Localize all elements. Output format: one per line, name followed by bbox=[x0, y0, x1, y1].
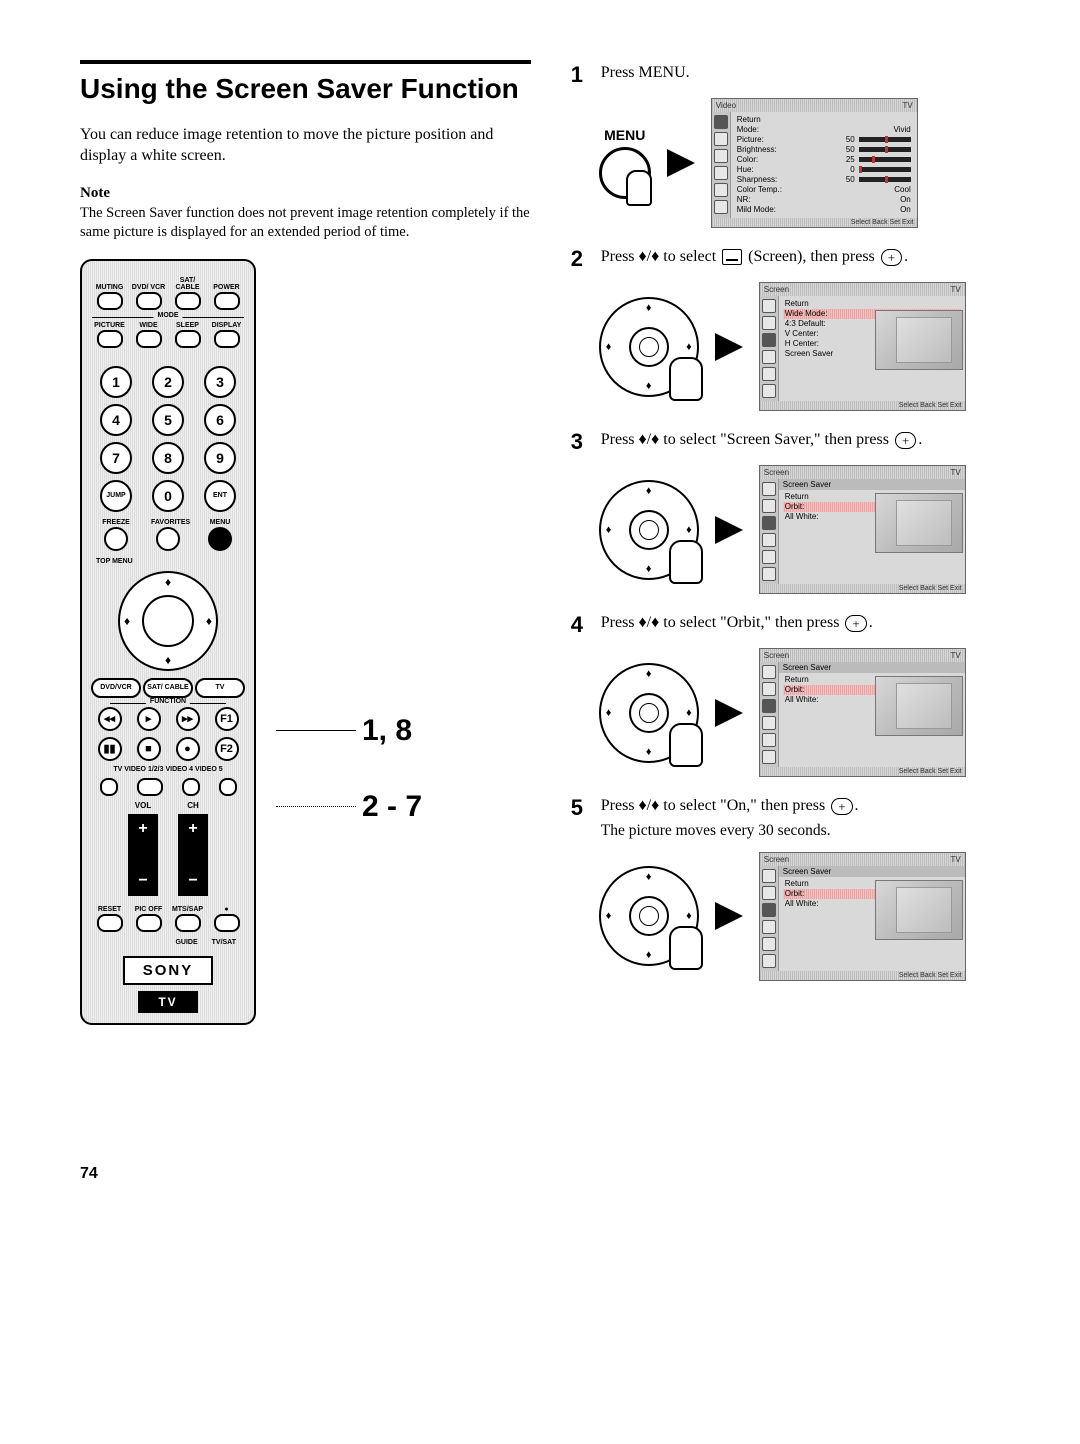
lbl-display: DISPLAY bbox=[210, 322, 244, 329]
lbl-vol: VOL bbox=[122, 801, 164, 810]
page-title: Using the Screen Saver Function bbox=[80, 72, 531, 106]
btn-6: 6 bbox=[204, 404, 236, 436]
lbl-power: POWER bbox=[210, 284, 244, 291]
screen-saver-on: ScreenTV Screen SaverReturnOrbit:OnAll W… bbox=[759, 852, 966, 981]
lbl-video: TV VIDEO 1/2/3 VIDEO 4 VIDEO 5 bbox=[90, 766, 246, 773]
note-heading: Note bbox=[80, 185, 531, 202]
step-num-1: 1 bbox=[571, 62, 591, 88]
tv-label: TV bbox=[138, 991, 197, 1013]
step-num-2: 2 bbox=[571, 246, 591, 272]
step-2-text: Press ♦/♦ to select (Screen), then press… bbox=[601, 246, 1000, 272]
lbl-menu: MENU bbox=[203, 519, 237, 526]
lbl-dvdvcr: DVD/ VCR bbox=[132, 284, 166, 291]
plus-icon: + bbox=[881, 249, 902, 267]
plus-icon: + bbox=[895, 432, 916, 450]
screen-video: VideoTV ReturnMode:VividPicture:50Bright… bbox=[711, 98, 918, 228]
illus-step-1: MENU VideoTV ReturnMode:VividPicture:50B… bbox=[599, 98, 1000, 228]
lbl-sleep: SLEEP bbox=[171, 322, 205, 329]
btn-1: 1 bbox=[100, 366, 132, 398]
btn-func-sat: SAT/ CABLE bbox=[143, 678, 193, 698]
step-3-text: Press ♦/♦ to select "Screen Saver," then… bbox=[601, 429, 1000, 455]
plus-icon: + bbox=[831, 798, 852, 816]
page-number: 74 bbox=[80, 1165, 531, 1183]
lbl-rec: ● bbox=[210, 906, 244, 913]
intro-text: You can reduce image retention to move t… bbox=[80, 124, 531, 167]
lbl-mode: MODE bbox=[154, 312, 183, 319]
btn-jump: JUMP bbox=[100, 480, 132, 512]
btn-func-dvd: DVD/VCR bbox=[91, 678, 141, 698]
lbl-guide: GUIDE bbox=[175, 939, 197, 946]
screen-screen-menu: ScreenTV ReturnWide Mode:Wide Zoom4:3 De… bbox=[759, 282, 966, 411]
btn-3: 3 bbox=[204, 366, 236, 398]
step-5-text: Press ♦/♦ to select "On," then press +. … bbox=[601, 795, 1000, 842]
lbl-picture: PICTURE bbox=[93, 322, 127, 329]
lbl-function: FUNCTION bbox=[146, 698, 190, 705]
lbl-fav: FAVORITES bbox=[151, 519, 185, 526]
callout-a: 1, 8 bbox=[362, 714, 412, 747]
screen-icon bbox=[722, 249, 742, 265]
dpad: ♦♦♦♦ bbox=[118, 571, 218, 671]
illus-step-3: ♦♦♦♦ ScreenTV Screen SaverReturnOrbit:Of… bbox=[599, 465, 1000, 594]
lbl-satcable: SAT/ CABLE bbox=[171, 277, 205, 291]
lbl-tvsat: TV/SAT bbox=[212, 939, 236, 946]
lbl-picoff: PIC OFF bbox=[132, 906, 166, 913]
screen-saver-menu: ScreenTV Screen SaverReturnOrbit:OffAll … bbox=[759, 465, 966, 594]
btn-0: 0 bbox=[152, 480, 184, 512]
menu-label: MENU bbox=[599, 127, 651, 143]
btn-7: 7 bbox=[100, 442, 132, 474]
btn-func-tv: TV bbox=[195, 678, 245, 698]
btn-2: 2 bbox=[152, 366, 184, 398]
illus-step-2: ♦♦♦♦ ScreenTV ReturnWide Mode:Wide Zoom4… bbox=[599, 282, 1000, 411]
callout-b: 2 - 7 bbox=[362, 790, 422, 823]
callouts: 1, 8 2 - 7 bbox=[276, 460, 422, 824]
btn-ent: ENT bbox=[204, 480, 236, 512]
step-num-4: 4 bbox=[571, 612, 591, 638]
lbl-freeze: FREEZE bbox=[99, 519, 133, 526]
btn-5: 5 bbox=[152, 404, 184, 436]
brand-label: SONY bbox=[123, 956, 214, 985]
remote-illustration: MUTING DVD/ VCR SAT/ CABLE POWER MODE PI… bbox=[80, 259, 256, 1025]
lbl-wide: WIDE bbox=[132, 322, 166, 329]
step-num-3: 3 bbox=[571, 429, 591, 455]
screen-saver-orbit: ScreenTV Screen SaverReturnOrbit:OnAll W… bbox=[759, 648, 966, 777]
lbl-ch: CH bbox=[172, 801, 214, 810]
illus-step-5: ♦♦♦♦ ScreenTV Screen SaverReturnOrbit:On… bbox=[599, 852, 1000, 981]
lbl-muting: MUTING bbox=[93, 284, 127, 291]
illus-step-4: ♦♦♦♦ ScreenTV Screen SaverReturnOrbit:On… bbox=[599, 648, 1000, 777]
btn-4: 4 bbox=[100, 404, 132, 436]
step-4-text: Press ♦/♦ to select "Orbit," then press … bbox=[601, 612, 1000, 638]
step-num-5: 5 bbox=[571, 795, 591, 842]
step-1-text: Press MENU. bbox=[601, 62, 1000, 88]
lbl-reset: RESET bbox=[93, 906, 127, 913]
note-body: The Screen Saver function does not preve… bbox=[80, 204, 531, 242]
btn-9: 9 bbox=[204, 442, 236, 474]
lbl-mts: MTS/SAP bbox=[171, 906, 205, 913]
plus-icon: + bbox=[845, 615, 866, 633]
lbl-topmenu: TOP MENU bbox=[96, 558, 246, 565]
btn-8: 8 bbox=[152, 442, 184, 474]
